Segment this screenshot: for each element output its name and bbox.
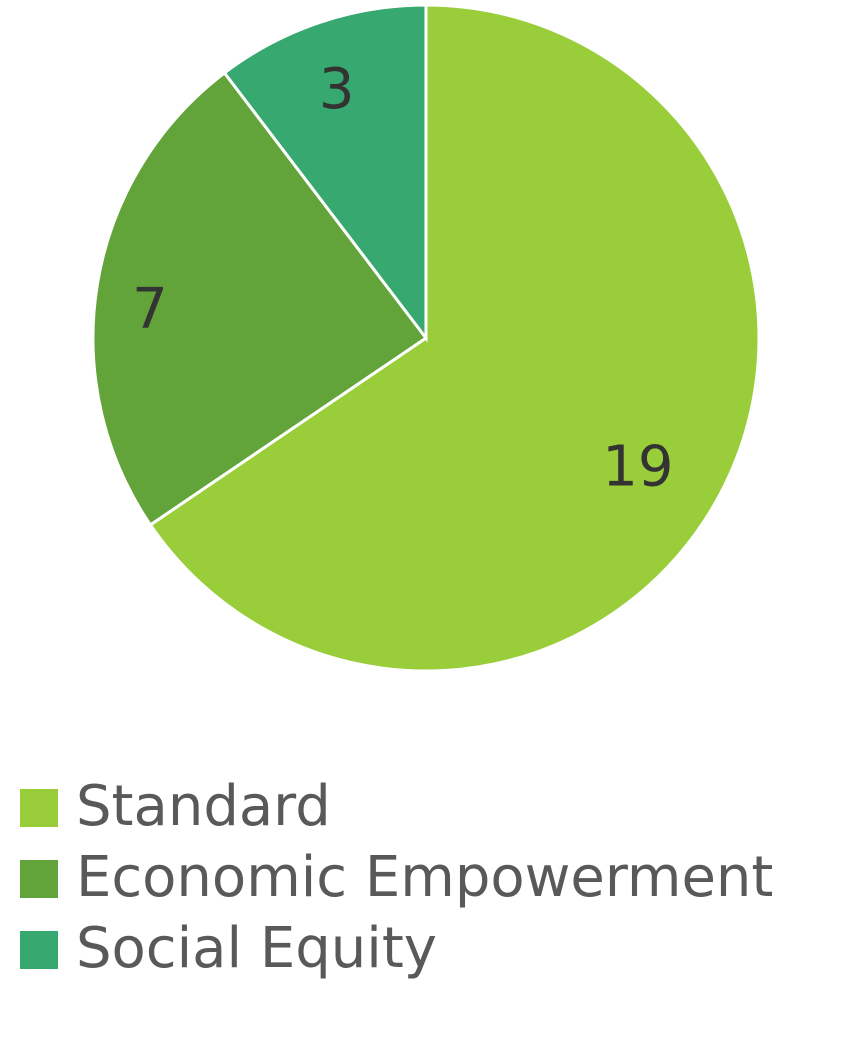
pie-slice — [148, 3, 761, 673]
legend-label: Social Equity — [76, 916, 437, 981]
legend-swatch — [20, 860, 58, 898]
legend-label: Economic Empowerment — [76, 845, 773, 910]
legend-swatch — [20, 789, 58, 827]
data-label: 19 — [602, 434, 673, 499]
data-label: 3 — [319, 57, 355, 122]
pie-slice — [91, 70, 429, 527]
legend-label: Standard — [76, 774, 331, 839]
data-label: 7 — [132, 277, 168, 342]
legend-swatch — [20, 931, 58, 969]
pie-slice — [222, 3, 428, 343]
